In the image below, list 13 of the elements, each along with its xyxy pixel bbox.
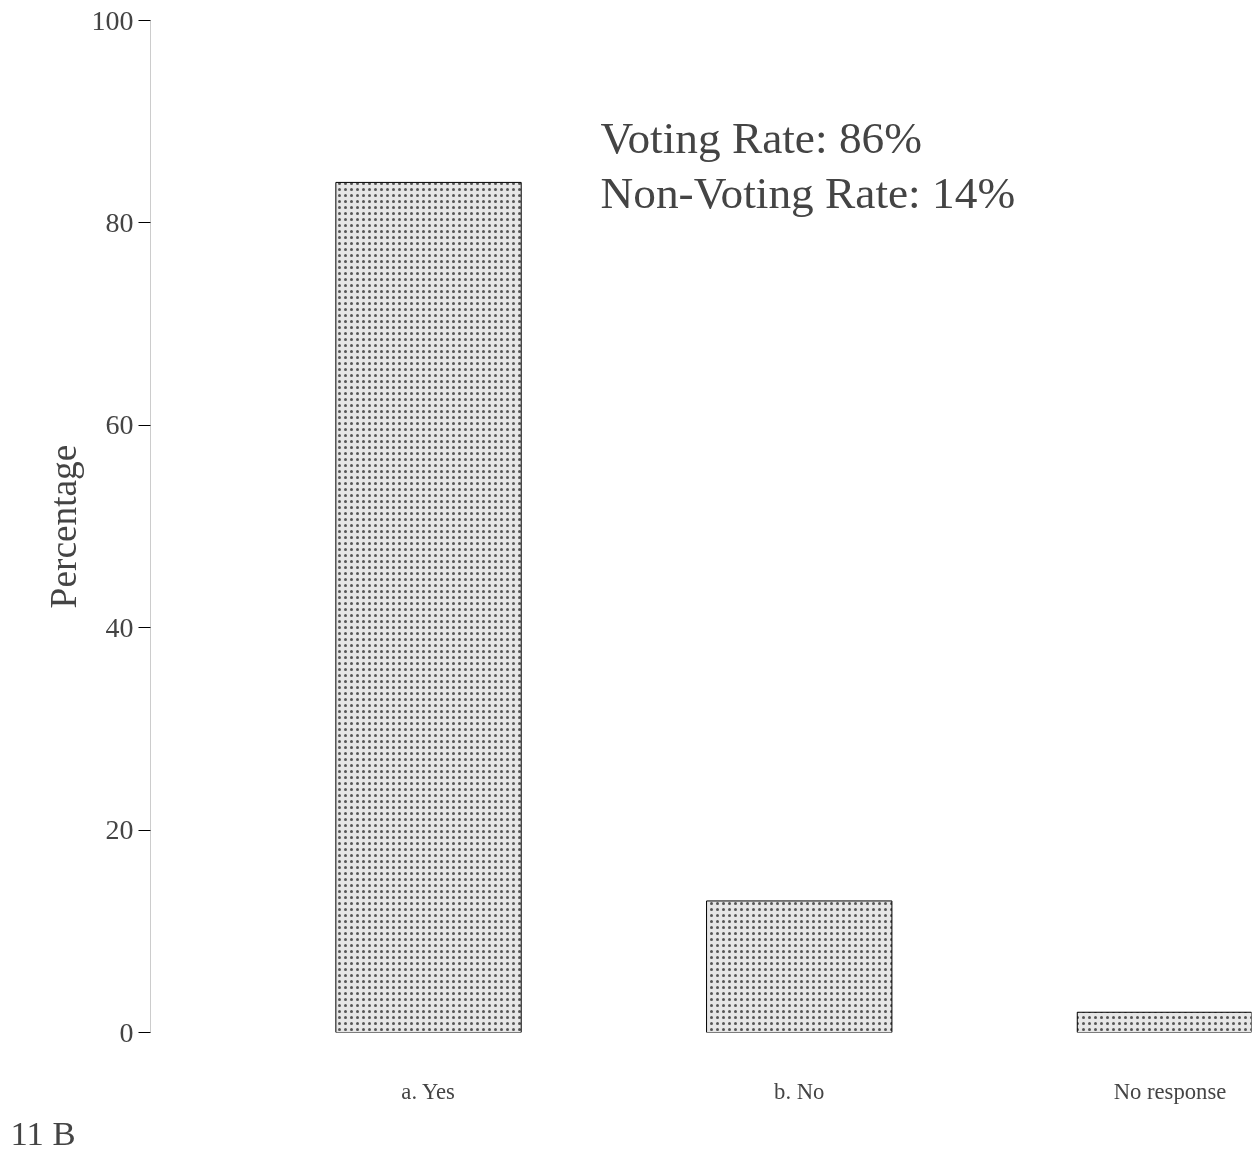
y-tick-label: 80 — [105, 206, 134, 238]
annotation: Non-Voting Rate: 14% — [600, 167, 1016, 218]
y-tick-label: 20 — [105, 814, 134, 846]
text: 11 B — [10, 1113, 76, 1152]
y-tick-label: 0 — [119, 1016, 134, 1048]
y-tick-label: 40 — [105, 611, 134, 643]
y-axis-title: Percentage — [42, 444, 84, 609]
x-tick-label: No response — [1113, 1078, 1227, 1104]
y-tick-label: 60 — [105, 409, 134, 441]
x-tick-label: a. Yes — [401, 1078, 455, 1104]
x-tick-label: b. No — [774, 1078, 825, 1104]
annotation: Voting Rate: 86% — [600, 112, 922, 163]
y-tick-label: 100 — [91, 4, 134, 36]
